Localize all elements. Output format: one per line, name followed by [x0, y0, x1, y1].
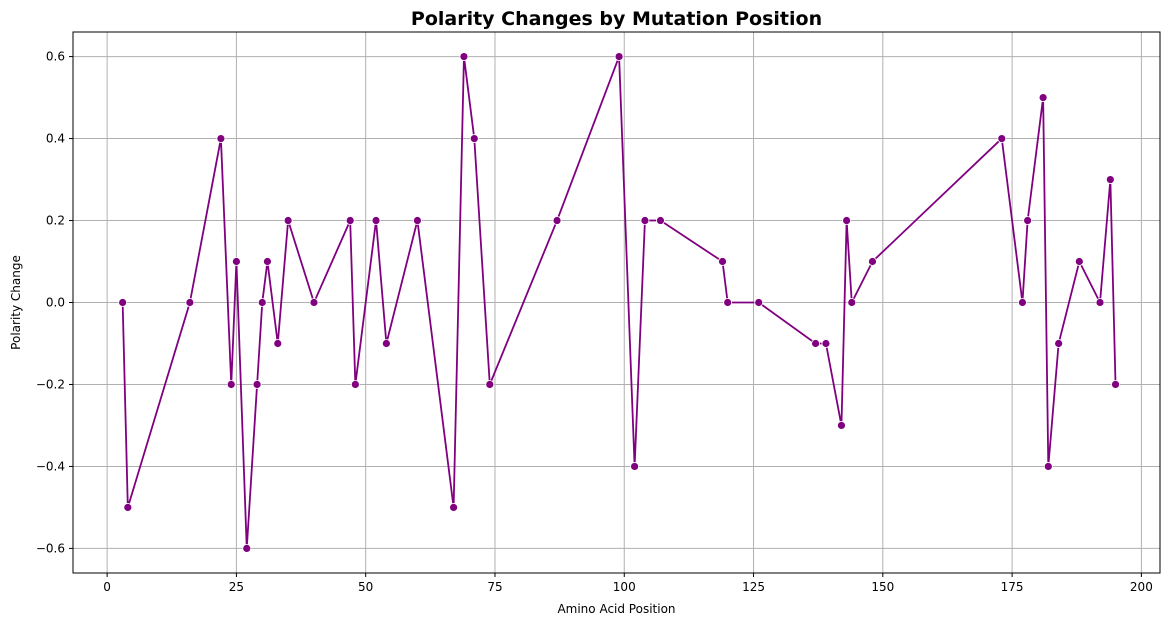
- y-tick-label: 0.6: [46, 50, 65, 64]
- chart-title: Polarity Changes by Mutation Position: [411, 8, 822, 30]
- data-point: [252, 380, 262, 389]
- data-point: [630, 462, 639, 471]
- data-point: [1023, 216, 1033, 225]
- data-point: [1018, 298, 1027, 307]
- series-line: [121, 56, 1117, 549]
- data-point: [242, 544, 252, 553]
- x-tick-label: 200: [1130, 580, 1153, 594]
- x-tick-label: 50: [358, 580, 373, 594]
- data-point: [1038, 93, 1048, 102]
- data-point: [614, 52, 624, 61]
- data-point: [847, 298, 857, 307]
- x-tick-label: 0: [103, 580, 111, 594]
- data-point: [1095, 298, 1105, 307]
- data-point: [868, 257, 877, 266]
- y-axis-label: Polarity Change: [9, 255, 23, 350]
- data-point: [283, 216, 293, 225]
- y-axis-ticks: −0.6 −0.4 −0.2 0.0 0.2 0.4 0.6: [36, 50, 73, 555]
- data-point: [226, 380, 236, 389]
- data-point: [185, 298, 195, 307]
- data-point: [837, 421, 846, 430]
- data-point: [1054, 339, 1064, 348]
- y-tick-label: 0.0: [46, 296, 65, 310]
- data-point: [459, 52, 469, 61]
- x-tick-label: 150: [871, 580, 894, 594]
- data-point: [723, 298, 733, 307]
- x-axis-label: Amino Acid Position: [557, 602, 675, 616]
- data-point: [1043, 462, 1053, 471]
- data-point: [1105, 175, 1115, 184]
- data-point: [718, 257, 727, 266]
- data-point: [123, 503, 133, 512]
- data-point: [1111, 380, 1120, 389]
- data-point: [345, 216, 355, 225]
- data-point: [257, 298, 267, 307]
- data-point: [754, 298, 764, 307]
- y-tick-label: 0.2: [46, 214, 65, 228]
- x-tick-label: 125: [742, 580, 765, 594]
- data-point: [381, 339, 391, 348]
- data-point: [449, 503, 459, 512]
- data-point: [273, 339, 283, 348]
- data-point: [350, 380, 360, 389]
- data-point: [811, 339, 820, 348]
- data-point: [1074, 257, 1084, 266]
- grid-lines: [73, 32, 1160, 573]
- data-point: [263, 257, 272, 266]
- data-point: [821, 339, 831, 348]
- y-tick-label: −0.4: [36, 459, 65, 473]
- y-tick-label: 0.4: [46, 132, 65, 146]
- data-point: [469, 134, 479, 143]
- data-points: [118, 52, 1120, 553]
- data-point: [309, 298, 319, 307]
- data-point: [640, 216, 650, 225]
- x-axis-ticks: 0 25 50 75 100 125 150 175 200: [103, 573, 1153, 594]
- data-point: [997, 134, 1007, 143]
- y-tick-label: −0.2: [36, 377, 65, 391]
- data-point: [485, 380, 495, 389]
- data-point: [413, 216, 422, 225]
- plot-frame: [72, 31, 1161, 574]
- data-point: [656, 216, 665, 225]
- data-point: [118, 298, 128, 307]
- x-tick-label: 100: [613, 580, 636, 594]
- data-point: [371, 216, 381, 225]
- data-point: [842, 216, 852, 225]
- x-tick-label: 75: [487, 580, 502, 594]
- y-tick-label: −0.6: [36, 541, 65, 555]
- x-tick-label: 25: [229, 580, 244, 594]
- data-point: [216, 134, 226, 143]
- data-point: [552, 216, 562, 225]
- x-tick-label: 175: [1001, 580, 1024, 594]
- data-point: [232, 257, 241, 266]
